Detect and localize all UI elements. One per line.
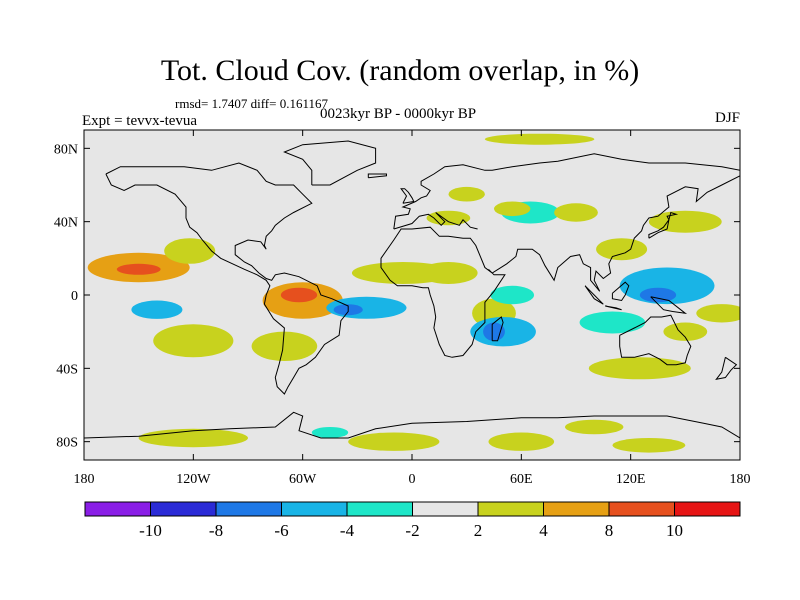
colorbar-label-4: -2 <box>405 521 419 540</box>
anomaly-region-2 <box>164 238 216 264</box>
colorbar-label-0: -10 <box>139 521 162 540</box>
colorbar-label-6: 4 <box>539 521 548 540</box>
anomaly-region-33 <box>311 427 349 438</box>
colorbar-box-6 <box>477 501 544 517</box>
anomaly-region-11 <box>419 262 478 284</box>
colorbar-box-7 <box>543 501 610 517</box>
lat-tick-label-3: 40S <box>56 362 78 377</box>
coastline-14 <box>367 173 387 179</box>
anomaly-region-6 <box>280 287 318 303</box>
anomaly-region-18 <box>494 201 531 217</box>
stats-text: rmsd= 1.7407 diff= 0.161167 <box>175 96 328 111</box>
figure-title: Tot. Cloud Cov. (random overlap, in %) <box>160 54 640 87</box>
anomaly-region-15 <box>483 322 505 341</box>
anomaly-region-4 <box>153 324 234 358</box>
coastline-0 <box>105 162 349 395</box>
axis-ticks: 180 120W 60W 0 60E 120E 180 80N 40N 0 40S 80S <box>54 130 751 487</box>
colorbar-label-7: 8 <box>605 521 614 540</box>
lon-tick-label-0: 180 <box>74 472 95 487</box>
anomaly-region-24 <box>663 322 708 341</box>
coastline-10 <box>605 305 622 311</box>
lat-tick-label-2: 0 <box>71 289 78 304</box>
coastline-6 <box>715 356 738 381</box>
colorbar-box-2 <box>215 501 282 517</box>
anomaly-region-29 <box>138 428 248 448</box>
coastline-8 <box>648 211 679 239</box>
coastlines <box>84 140 740 439</box>
coastline-15 <box>84 411 740 439</box>
anomaly-region-13 <box>490 285 535 305</box>
anomaly-fields <box>87 133 740 453</box>
colorbar-box-8 <box>608 501 675 517</box>
lat-tick-label-1: 40N <box>54 216 78 231</box>
anomaly-region-25 <box>588 357 691 380</box>
lon-tick-label-4: 60E <box>510 472 533 487</box>
coastline-3 <box>380 175 740 358</box>
colorbar-label-5: 2 <box>474 521 483 540</box>
coastline-11 <box>611 281 630 302</box>
coastline-1 <box>283 140 377 186</box>
coastline-9 <box>584 285 604 305</box>
anomaly-region-23 <box>579 311 646 334</box>
colorbar-box-0 <box>84 501 151 517</box>
anomaly-region-28 <box>484 133 595 145</box>
anomaly-region-22 <box>639 287 677 303</box>
lon-tick-label-3: 0 <box>409 472 416 487</box>
anomaly-region-34 <box>565 419 624 435</box>
colorbar-label-3: -4 <box>340 521 355 540</box>
coastline-7 <box>491 316 504 342</box>
lon-tick-label-6: 180 <box>730 472 751 487</box>
season-label: DJF <box>714 110 740 126</box>
colorbar-box-9 <box>674 501 741 517</box>
anomaly-region-1 <box>116 263 161 275</box>
anomaly-region-35 <box>448 186 485 202</box>
anomaly-region-19 <box>554 203 598 222</box>
experiment-label: Expt = tevvx-tevua <box>82 113 198 129</box>
anomaly-region-20 <box>596 238 648 261</box>
coastline-2 <box>393 153 740 230</box>
coastline-4 <box>393 212 478 230</box>
colorbar-box-4 <box>346 501 413 517</box>
colorbar-label-8: 10 <box>666 521 683 540</box>
lon-tick-label-1: 120W <box>176 472 211 487</box>
anomaly-region-3 <box>131 300 183 319</box>
lon-tick-label-2: 60W <box>289 472 317 487</box>
lat-tick-label-4: 80S <box>56 436 78 451</box>
coastline-5 <box>619 314 692 366</box>
lat-tick-label-0: 80N <box>54 142 78 157</box>
anomaly-region-31 <box>488 432 555 451</box>
anomaly-region-30 <box>348 432 440 451</box>
colorbar-label-1: -8 <box>209 521 223 540</box>
coastline-12 <box>650 296 688 315</box>
colorbar-label-2: -6 <box>274 521 288 540</box>
lon-tick-label-5: 120E <box>616 472 646 487</box>
colorbar-box-3 <box>281 501 348 517</box>
anomaly-region-26 <box>696 304 740 323</box>
anomaly-region-7 <box>251 331 318 361</box>
anomaly-region-32 <box>612 438 686 453</box>
colorbar-box-1 <box>150 501 217 517</box>
colorbar: -10 -8 -6 -4 -2 2 4 8 10 <box>84 501 741 540</box>
colorbar-box-5 <box>412 501 479 517</box>
coastline-13 <box>400 188 415 204</box>
period-label: 0023kyr BP - 0000kyr BP <box>320 106 477 122</box>
